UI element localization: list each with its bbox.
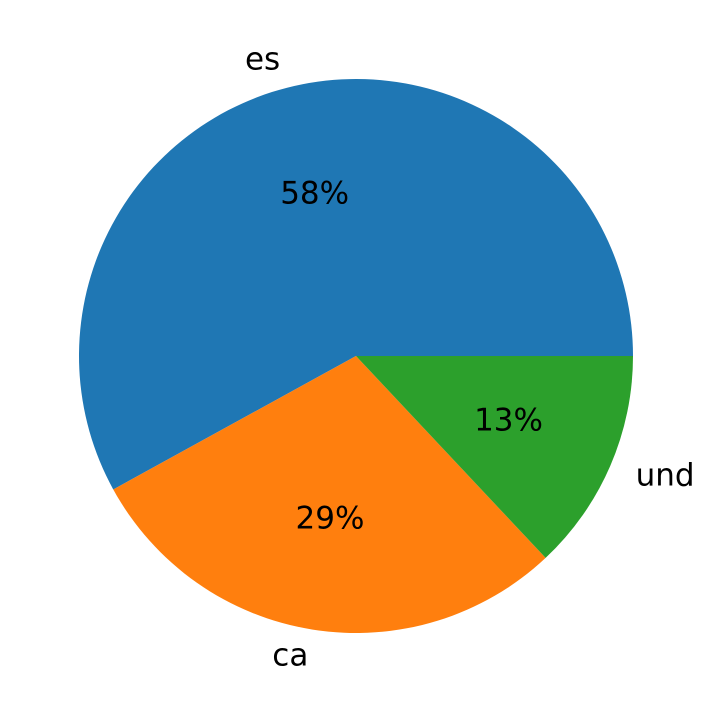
pie-slice (78, 78, 633, 490)
percent-label: 29% (296, 501, 365, 537)
category-label: ca (272, 637, 308, 673)
category-label: es (245, 41, 280, 77)
pie-slice (113, 356, 546, 633)
category-label: und (636, 458, 695, 494)
pie-slice (356, 356, 633, 558)
percent-label: 13% (474, 403, 543, 439)
percent-label: 58% (280, 176, 349, 212)
